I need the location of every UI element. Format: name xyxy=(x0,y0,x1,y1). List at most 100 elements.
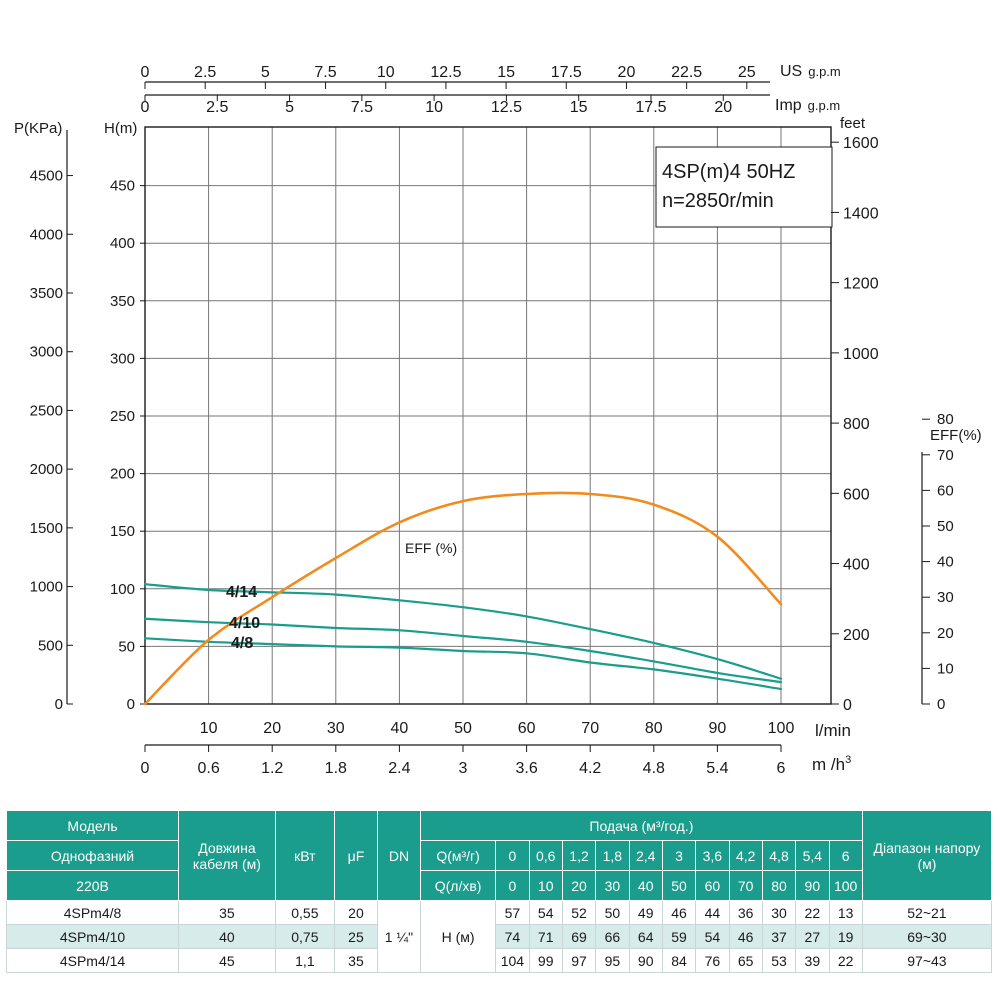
m3h-tick-label: 4.2 xyxy=(579,760,601,777)
feet-tick-label: 1000 xyxy=(843,346,879,363)
head-cell: 13 xyxy=(828,900,863,925)
p-tick-label: 4000 xyxy=(30,226,63,243)
m3h-axis-label: m /h3 xyxy=(812,754,851,774)
head-cell: 95 xyxy=(595,948,630,973)
us-gpm-axis: 0 2.5 5 7.5 10 12.5 15 17.5 20 22.5 25 US g.p.m xyxy=(141,63,841,89)
row-model: 4SPm4/8 xyxy=(5,900,180,925)
eff-tick-label: 20 xyxy=(937,625,954,642)
q-m3h-cell: 3 xyxy=(661,840,697,871)
h-axis: H(m) 0 50 100 150 200 250 300 350 400 450 xyxy=(104,120,145,713)
head-cell: 52 xyxy=(561,900,597,925)
h-tick-label: 100 xyxy=(110,581,135,598)
header-kw: кВт xyxy=(274,810,335,901)
q-m3h-cell: 2,4 xyxy=(628,840,663,871)
feet-tick-label: 1400 xyxy=(843,205,879,222)
p-tick-label: 0 xyxy=(55,696,63,713)
q-lmin-cell: 0 xyxy=(495,870,530,901)
head-cell: 54 xyxy=(528,900,563,925)
feet-tick-label: 200 xyxy=(843,627,870,644)
row-cable: 35 xyxy=(178,900,276,925)
us-tick-label: 7.5 xyxy=(314,64,336,81)
lmin-tick-label: 90 xyxy=(709,720,727,737)
us-tick-label: 12.5 xyxy=(430,64,461,81)
q-lmin-cell: 90 xyxy=(795,870,830,901)
eff-tick-label: 0 xyxy=(937,696,945,713)
us-tick-label: 10 xyxy=(377,64,395,81)
head-cell: 71 xyxy=(528,924,563,949)
p-tick-label: 3500 xyxy=(30,285,63,302)
h-tick-label: 350 xyxy=(110,293,135,310)
header-row-1: Модель Довжина кабеля (м) кВт μF DN Пода… xyxy=(5,810,993,901)
imp-tick-label: 17.5 xyxy=(635,99,666,116)
head-cell: 69 xyxy=(561,924,597,949)
us-tick-label: 22.5 xyxy=(671,64,702,81)
row-uf: 20 xyxy=(333,900,378,925)
m3h-tick-label: 4.8 xyxy=(643,760,665,777)
imp-tick-label: 7.5 xyxy=(351,99,373,116)
head-cell: 37 xyxy=(761,924,797,949)
us-tick-label: 2.5 xyxy=(194,64,216,81)
head-cell: 49 xyxy=(628,900,663,925)
q-lmin-cell: 30 xyxy=(595,870,630,901)
header-model: Модель xyxy=(5,810,180,841)
eff-axis: EFF(%) 0 10 20 30 40 50 60 70 80 xyxy=(921,411,982,713)
feet-tick-label: 600 xyxy=(843,486,870,503)
lmin-tick-label: 80 xyxy=(645,720,663,737)
head-cell: 66 xyxy=(595,924,630,949)
head-cell: 27 xyxy=(795,924,830,949)
q-m3h-cell: 0,6 xyxy=(528,840,563,871)
chart-title-speed: n=2850r/min xyxy=(662,190,774,212)
chart-title-model: 4SP(m)4 50HZ xyxy=(662,161,795,183)
q-lmin-cell: 100 xyxy=(828,870,863,901)
series-line-4-8 xyxy=(143,637,783,691)
row-cable: 40 xyxy=(178,924,276,949)
eff-tick-label: 30 xyxy=(937,589,954,606)
h-tick-label: 450 xyxy=(110,178,135,195)
series-label-4-10: 4/10 xyxy=(229,615,260,632)
head-cell: 54 xyxy=(695,924,730,949)
h-tick-label: 150 xyxy=(110,523,135,540)
p-tick-label: 3000 xyxy=(30,344,63,361)
q-lmin-cell: 40 xyxy=(628,870,663,901)
q-lmin-cell: 60 xyxy=(695,870,730,901)
imp-tick-label: 15 xyxy=(570,99,588,116)
eff-tick-label: 70 xyxy=(937,447,954,464)
us-tick-label: 17.5 xyxy=(551,64,582,81)
m3h-tick-label: 1.2 xyxy=(261,760,283,777)
row-cable: 45 xyxy=(178,948,276,973)
spec-table: Модель Довжина кабеля (м) кВт μF DN Пода… xyxy=(5,810,993,973)
lmin-tick-label: 30 xyxy=(327,720,345,737)
imp-tick-label: 0 xyxy=(141,99,150,116)
p-tick-label: 500 xyxy=(38,637,63,654)
imp-gpm-label: Imp g.p.m xyxy=(775,97,840,114)
head-cell: 84 xyxy=(661,948,697,973)
head-cell: 22 xyxy=(795,900,830,925)
eff-tick-label: 10 xyxy=(937,660,954,677)
h-axis-label: H(m) xyxy=(104,120,137,137)
q-lmin-cell: 20 xyxy=(561,870,597,901)
us-tick-label: 0 xyxy=(141,64,150,81)
lmin-axis: 10 20 30 40 50 60 70 80 90 100 l/min xyxy=(200,720,851,740)
feet-tick-label: 0 xyxy=(843,697,852,714)
p-tick-label: 2500 xyxy=(30,402,63,419)
head-cell: 39 xyxy=(795,948,830,973)
head-cell: 74 xyxy=(495,924,530,949)
header-range: Діапазон напору (м) xyxy=(861,810,993,901)
row-model: 4SPm4/10 xyxy=(5,924,180,949)
imp-tick-label: 20 xyxy=(714,99,732,116)
h-tick-label: 0 xyxy=(127,696,135,713)
imp-tick-label: 5 xyxy=(285,99,294,116)
q-m3h-cell: 1,8 xyxy=(595,840,630,871)
lmin-tick-label: 70 xyxy=(581,720,599,737)
feet-tick-label: 1200 xyxy=(843,276,879,293)
row-kw: 1,1 xyxy=(274,948,335,973)
feet-tick-label: 800 xyxy=(843,416,870,433)
series-label-4-8: 4/8 xyxy=(231,635,253,652)
header-cable: Довжина кабеля (м) xyxy=(178,810,276,901)
h-tick-label: 50 xyxy=(118,638,135,655)
feet-axis: feet 0 200 400 600 800 1000 1200 1400 1600 xyxy=(831,115,879,714)
q-lmin-cell: 50 xyxy=(661,870,697,901)
header-voltage: 220В xyxy=(5,870,180,901)
m3h-tick-label: 3 xyxy=(459,760,468,777)
head-cell: 57 xyxy=(495,900,530,925)
